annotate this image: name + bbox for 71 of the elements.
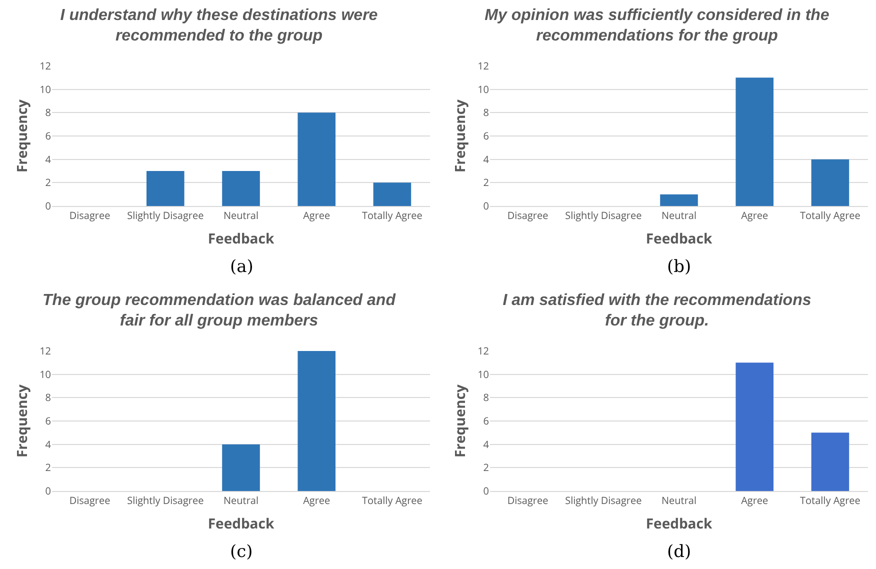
bar [811,159,850,206]
chart-title: I am satisfied with the recommendations for the group. [502,292,812,330]
x-tick-label: Disagree [507,208,549,222]
bar [660,194,698,206]
y-tick-label: 4 [45,152,52,166]
y-tick-label: 0 [45,484,52,498]
chart-title: The group recommendation was balanced and fair for all group members [42,292,397,330]
bar [298,112,336,206]
y-tick-label: 4 [483,436,490,451]
y-tick-label: 6 [45,414,52,428]
y-tick-label: 10 [478,366,490,381]
x-tick-label: Disagree [507,493,549,507]
chart-title: I understand why these destinations were recommended to the group [60,6,378,45]
x-tick-label: Slightly Disagree [565,208,642,222]
x-tick-label: Totally Agree [800,208,861,222]
y-tick-label: 10 [40,82,52,96]
text: (c) [230,542,253,562]
text: (a) [230,257,254,277]
y-tick-label: 6 [483,414,490,428]
x-tick-label: Neutral [223,208,259,222]
x-tick-label: Slightly Disagree [127,493,204,507]
x-tick-label: Agree [303,493,331,507]
x-tick-label: Agree [741,208,769,222]
x-tick-label: Disagree [69,208,111,222]
x-tick-label: Slightly Disagree [127,208,204,222]
y-tick-label: 10 [478,82,490,96]
bar [146,171,184,206]
x-tick-label: Totally Agree [800,493,861,507]
y-tick-label: 4 [483,152,490,166]
y-tick-label: 2 [483,175,490,190]
y-tick-label: 6 [45,128,52,142]
chart-title: My opinion was sufficiently considered in the recommendations for the group [484,6,830,45]
y-tick-label: 8 [45,390,52,404]
x-tick-label: Agree [303,208,331,222]
text: (b) [667,257,692,277]
y-tick-label: 8 [45,105,52,120]
y-axis-title: Frequency [451,384,470,458]
y-tick-label: 12 [478,344,490,358]
y-tick-label: 4 [45,436,52,451]
x-axis-title: Feedback [208,229,274,248]
y-tick-label: 12 [478,58,490,72]
y-tick-label: 12 [40,344,52,358]
x-axis-title: Feedback [646,229,712,248]
text: (d) [667,542,692,562]
y-tick-label: 8 [483,390,490,404]
y-tick-label: 6 [483,128,490,142]
y-tick-label: 10 [40,366,52,381]
y-tick-label: 2 [45,175,52,190]
y-tick-label: 2 [483,460,490,474]
bar [736,78,774,206]
y-tick-label: 0 [483,484,490,498]
y-axis-title: Frequency [451,99,470,173]
x-tick-label: Neutral [661,208,697,222]
bar [373,182,412,206]
y-axis-title: Frequency [13,99,32,173]
y-tick-label: 8 [483,105,490,120]
x-tick-label: Neutral [661,493,697,507]
x-tick-label: Neutral [223,493,259,507]
y-axis-title: Frequency [13,384,32,458]
y-tick-label: 0 [483,198,490,212]
x-tick-label: Disagree [69,493,111,507]
x-tick-label: Slightly Disagree [565,493,642,507]
bar [222,171,260,206]
y-tick-label: 0 [45,198,52,212]
x-tick-label: Totally Agree [362,493,423,507]
y-tick-label: 12 [40,58,52,72]
x-tick-label: Totally Agree [362,208,423,222]
x-axis-title: Feedback [646,514,712,534]
x-axis-title: Feedback [208,514,274,534]
y-tick-label: 2 [45,460,52,474]
x-tick-label: Agree [741,493,769,507]
